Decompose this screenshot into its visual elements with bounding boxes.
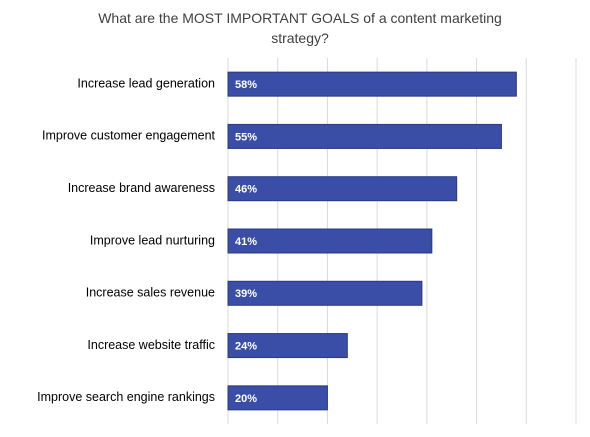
category-label: Increase brand awareness <box>68 181 215 195</box>
bar <box>227 385 328 411</box>
bar <box>227 123 502 149</box>
category-label: Increase sales revenue <box>86 286 215 300</box>
value-label: 58% <box>235 79 257 91</box>
bar <box>227 228 433 254</box>
value-label: 46% <box>235 184 257 196</box>
value-label: 39% <box>235 288 257 300</box>
chart-title: What are the MOST IMPORTANT GOALS of a c… <box>98 10 502 46</box>
category-label: Improve customer engagement <box>42 129 216 143</box>
bar <box>227 71 517 97</box>
value-label: 55% <box>235 131 257 143</box>
bar <box>227 280 423 306</box>
bar <box>227 176 458 202</box>
category-label: Increase lead generation <box>77 76 215 90</box>
bar <box>227 333 348 359</box>
value-label: 24% <box>235 340 257 352</box>
category-label: Improve lead nurturing <box>90 233 215 247</box>
value-label: 41% <box>235 236 257 248</box>
value-label: 20% <box>235 393 257 405</box>
category-label: Increase website traffic <box>87 338 215 352</box>
category-label: Improve search engine rankings <box>37 390 215 404</box>
